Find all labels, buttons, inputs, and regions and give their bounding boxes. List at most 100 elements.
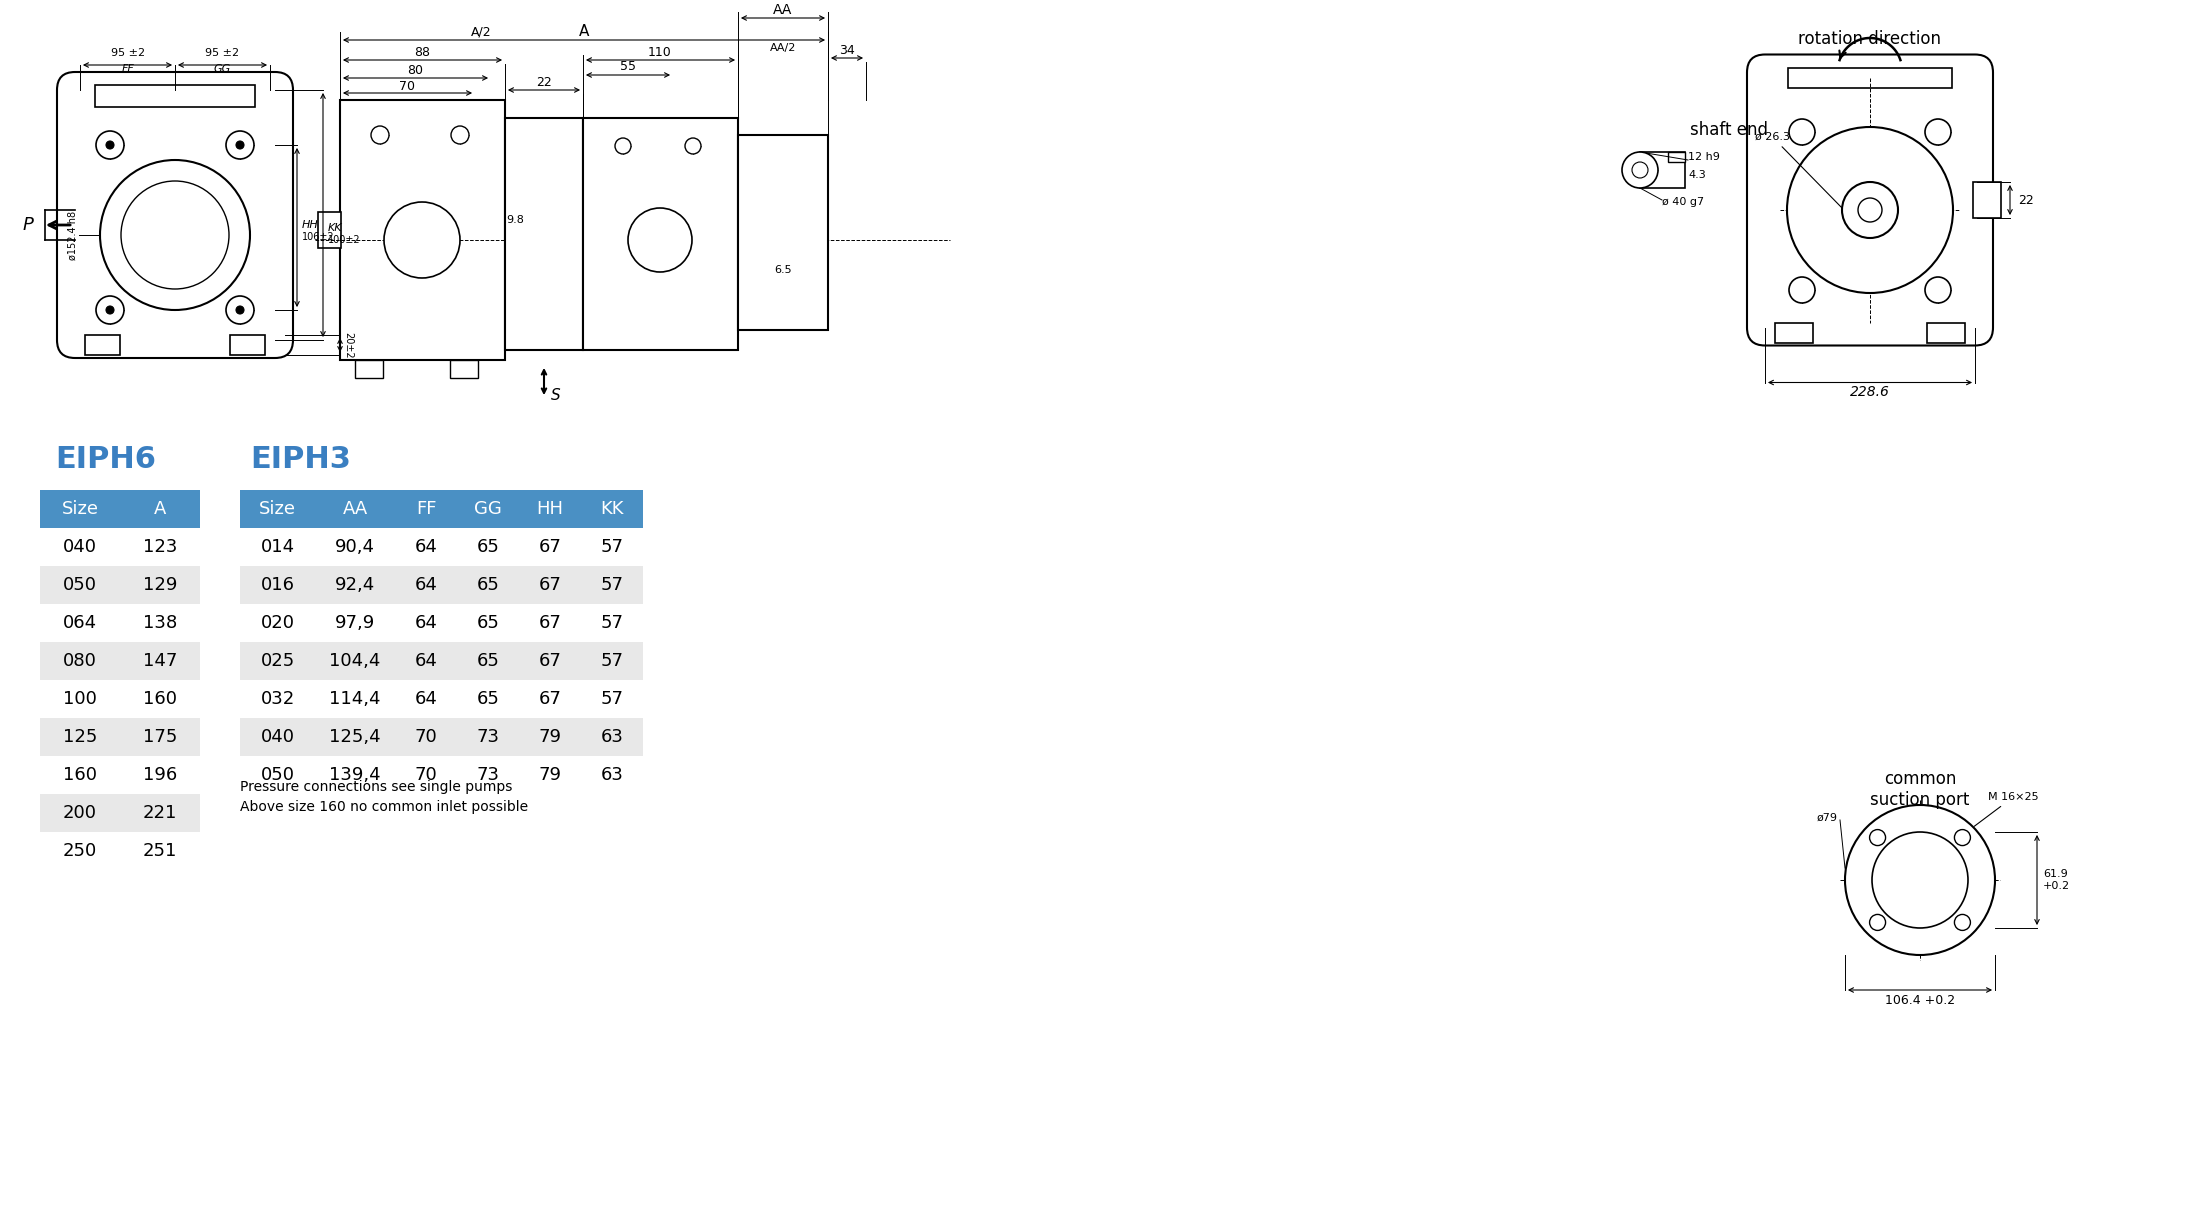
Bar [1668,152,1686,162]
Text: Size: Size [62,499,99,518]
Text: 95 ±2: 95 ±2 [110,48,145,58]
Circle shape [1924,277,1951,304]
FancyBboxPatch shape [1748,55,1992,345]
Circle shape [628,208,692,272]
Text: 22: 22 [2019,193,2034,207]
Text: 80: 80 [408,65,423,77]
Bar [240,681,315,718]
Circle shape [227,131,253,159]
Bar [456,528,518,565]
Circle shape [1843,182,1898,237]
Text: 125,4: 125,4 [328,728,381,745]
Circle shape [1871,832,1968,928]
Bar [582,528,644,565]
Bar [119,490,201,528]
Bar [456,681,518,718]
Text: 200: 200 [64,804,97,823]
Bar [40,643,119,681]
Text: Above size 160 no common inlet possible: Above size 160 no common inlet possible [240,800,529,814]
Bar [582,756,644,794]
Text: 64: 64 [414,614,436,632]
Text: 251: 251 [143,842,176,860]
Circle shape [1622,152,1657,188]
Text: 73: 73 [476,728,500,745]
Text: 55: 55 [619,60,637,73]
Bar [119,681,201,718]
Circle shape [1869,914,1887,930]
Bar [395,565,456,603]
Bar [339,100,505,360]
Bar [315,528,395,565]
Bar [450,360,478,378]
Text: 63: 63 [599,766,624,785]
Circle shape [615,138,630,154]
Bar [317,212,342,248]
Bar [40,681,119,718]
Bar [1640,152,1686,188]
Text: shaft end: shaft end [1690,121,1768,140]
Text: ø 40 g7: ø 40 g7 [1662,197,1704,207]
Text: 64: 64 [414,652,436,670]
Bar [40,490,119,528]
Text: EIPH6: EIPH6 [55,446,156,475]
Text: 57: 57 [599,577,624,594]
Bar [240,603,315,643]
Text: AA/2: AA/2 [769,43,796,53]
Text: 65: 65 [476,539,500,556]
Circle shape [106,141,115,149]
Bar [119,565,201,603]
Bar [240,643,315,681]
Text: 73: 73 [476,766,500,785]
Text: AA: AA [774,2,793,17]
Bar [456,718,518,756]
Text: 050: 050 [260,766,295,785]
Bar [518,756,582,794]
Text: 6.5: 6.5 [774,266,791,275]
Circle shape [685,138,701,154]
Bar [456,565,518,603]
Text: 125: 125 [62,728,97,745]
Circle shape [383,202,461,278]
Bar [119,794,201,832]
Text: 196: 196 [143,766,176,785]
Bar [1973,182,2001,218]
Circle shape [121,181,229,289]
Text: 65: 65 [476,614,500,632]
Text: 61.9
+0.2: 61.9 +0.2 [2043,869,2070,891]
Text: 064: 064 [64,614,97,632]
Text: KK: KK [328,223,342,233]
Text: 64: 64 [414,577,436,594]
Text: GG: GG [214,64,231,73]
Text: 34: 34 [840,44,855,56]
Text: 67: 67 [538,539,562,556]
Text: GG: GG [474,499,503,518]
FancyBboxPatch shape [57,72,293,357]
Circle shape [97,296,123,324]
Bar [582,603,644,643]
Bar [518,643,582,681]
Bar [240,756,315,794]
Circle shape [97,131,123,159]
Text: 025: 025 [260,652,295,670]
Text: 110: 110 [648,47,672,60]
Text: 139,4: 139,4 [328,766,381,785]
Circle shape [236,141,245,149]
Text: 106.4 +0.2: 106.4 +0.2 [1884,994,1955,1006]
Bar [315,681,395,718]
Bar [395,528,456,565]
Text: FF: FF [121,64,134,73]
Text: 4.3: 4.3 [1688,170,1706,180]
Bar [456,756,518,794]
Bar [1774,322,1814,343]
Text: common
suction port: common suction port [1871,770,1970,809]
Text: Size: Size [260,499,295,518]
Text: 175: 175 [143,728,176,745]
Circle shape [370,126,388,144]
Bar [240,528,315,565]
Text: 67: 67 [538,577,562,594]
Bar [355,360,383,378]
Circle shape [236,306,245,315]
Bar [40,603,119,643]
Text: 114,4: 114,4 [328,690,381,707]
Text: 90,4: 90,4 [335,539,375,556]
